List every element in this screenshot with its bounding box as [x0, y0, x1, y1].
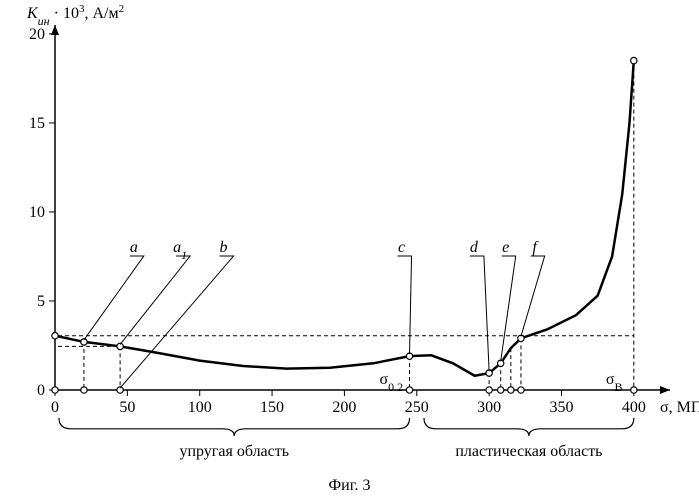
- figure-caption: Фиг. 3: [329, 477, 371, 494]
- y-tick-label: 5: [37, 293, 45, 310]
- x-axis-marker: [518, 387, 524, 393]
- leader-b: [120, 256, 233, 388]
- point-label-e: e: [502, 239, 509, 256]
- y-tick-label: 15: [29, 115, 45, 132]
- x-tick-label: 350: [549, 399, 573, 416]
- y-tick-label: 0: [37, 382, 45, 399]
- x-tick-label: 0: [51, 399, 59, 416]
- point-marker-origin: [52, 332, 58, 338]
- x-tick-label: 250: [405, 399, 429, 416]
- leader-a1: [120, 256, 190, 344]
- leader-f: [521, 256, 545, 336]
- x-tick-label: 150: [260, 399, 284, 416]
- x-axis-marker: [508, 387, 514, 393]
- x-axis-marker: [52, 387, 58, 393]
- x-axis-label: σ, МПа: [660, 399, 699, 416]
- leader-a: [84, 256, 144, 340]
- chart-svg: 0 50 100 150 200 250 300 350 400 σ, МПа 0 5 10 15 20Kи…: [0, 0, 699, 500]
- curve: [55, 61, 634, 376]
- point-marker-top: [631, 57, 637, 63]
- x-axis-marker: [631, 387, 637, 393]
- y-axis-label: Kин · 103, А/м2: [26, 3, 124, 28]
- brace-plastic-label: пластическая область: [455, 443, 602, 460]
- brace-elastic-label: упругая область: [179, 443, 289, 460]
- x-axis-marker: [406, 387, 412, 393]
- point-label-f: f: [532, 239, 539, 256]
- point-label-b: b: [220, 239, 228, 256]
- point-label-a: a: [130, 239, 138, 256]
- brace-plastic: [424, 418, 634, 436]
- leader-d: [470, 256, 489, 371]
- x-axis-marker: [497, 387, 503, 393]
- point-label-d: d: [470, 239, 479, 256]
- point-label-c: c: [398, 239, 405, 256]
- leader-c: [398, 256, 412, 354]
- brace-elastic: [59, 418, 410, 436]
- x-axis-marker: [486, 387, 492, 393]
- x-tick-label: 400: [622, 399, 646, 416]
- x-axis-arrow: [660, 386, 670, 394]
- x-tick-label: 100: [188, 399, 212, 416]
- x-tick-label: 200: [332, 399, 356, 416]
- y-tick-label: 10: [29, 204, 45, 221]
- x-axis-marker: [81, 387, 87, 393]
- point-label-a1: a1: [173, 239, 187, 262]
- x-tick-label: 50: [119, 399, 135, 416]
- y-tick-label: 20: [29, 26, 45, 43]
- x-tick-label: 300: [477, 399, 501, 416]
